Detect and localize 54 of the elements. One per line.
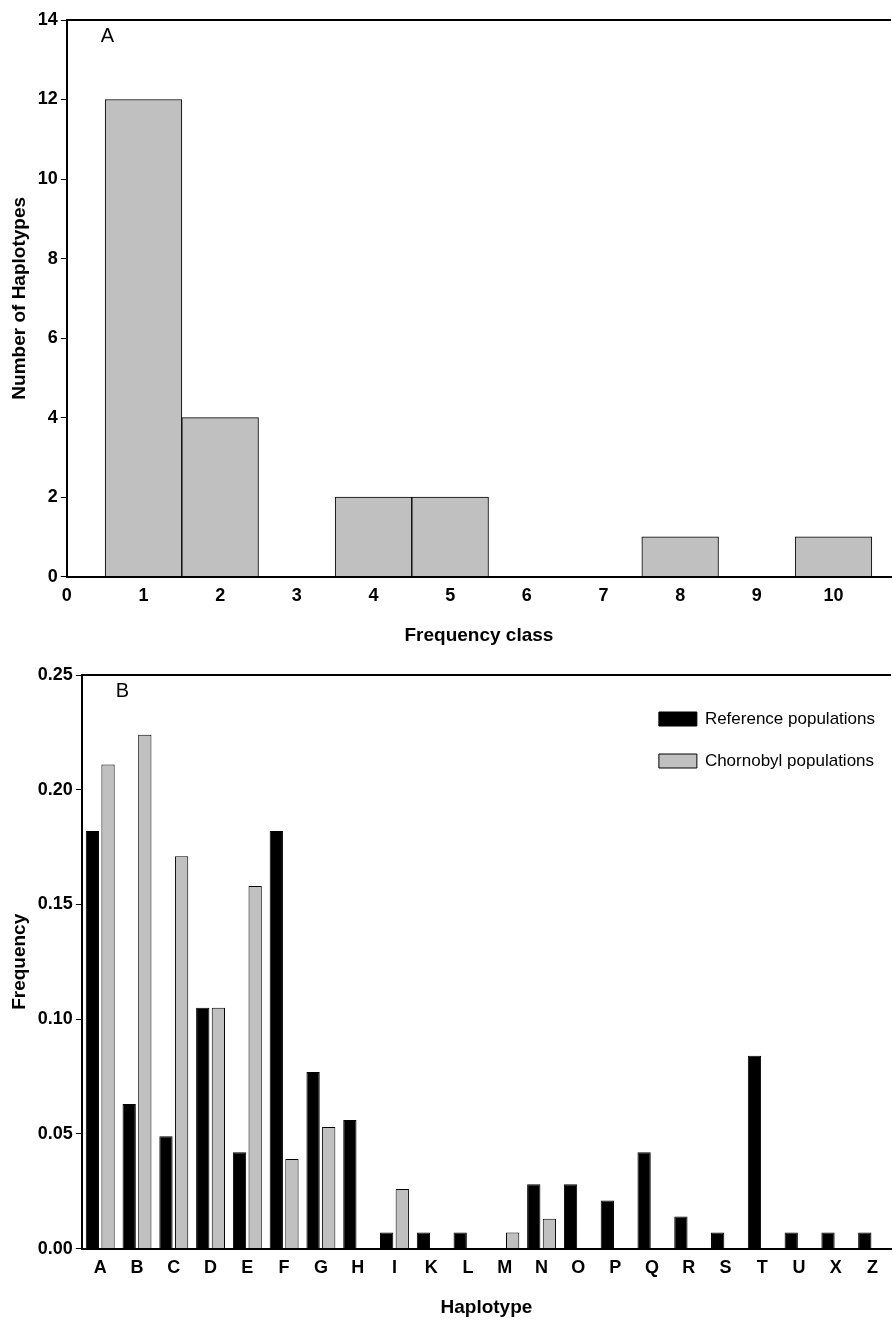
x-tick-label: 2 xyxy=(215,585,226,606)
x-tick-label: A xyxy=(93,1257,107,1278)
x-tick-label: X xyxy=(829,1257,842,1278)
y-tick-label: 0.25 xyxy=(37,663,73,684)
x-tick-label: M xyxy=(497,1257,513,1278)
y-tick-label: 0.05 xyxy=(37,1122,73,1143)
y-tick-label: 8 xyxy=(47,247,58,268)
y-tick-label: 6 xyxy=(47,327,58,348)
y-tick-label: 2 xyxy=(47,486,58,507)
x-tick-label: 10 xyxy=(823,585,844,606)
x-tick-label: L xyxy=(462,1257,474,1278)
x-tick-label: 8 xyxy=(675,585,686,606)
x-tick-label: K xyxy=(424,1257,438,1278)
x-tick-label: Z xyxy=(867,1257,879,1278)
legend-label: Chornobyl populations xyxy=(704,750,875,770)
x-tick-label: U xyxy=(792,1257,806,1278)
annotation: B xyxy=(115,678,130,701)
x-tick-label: H xyxy=(351,1257,365,1278)
x-tick-label: T xyxy=(756,1257,768,1278)
x-tick-label: B xyxy=(130,1257,144,1278)
y-tick-label: 4 xyxy=(47,406,58,427)
y-tick-label: 0.00 xyxy=(37,1237,73,1258)
x-axis-title: Frequency class xyxy=(404,623,554,645)
y-tick-label: 0 xyxy=(47,565,58,586)
x-tick-label: G xyxy=(313,1257,328,1278)
x-tick-label: 3 xyxy=(291,585,302,606)
y-tick-label: 14 xyxy=(37,8,58,29)
x-tick-label: 1 xyxy=(138,585,149,606)
x-tick-label: F xyxy=(278,1257,290,1278)
x-tick-label: 5 xyxy=(445,585,456,606)
x-tick-label: N xyxy=(535,1257,549,1278)
x-tick-label: O xyxy=(571,1257,586,1278)
x-tick-label: S xyxy=(719,1257,732,1278)
x-tick-label: 9 xyxy=(751,585,762,606)
x-tick-label: R xyxy=(682,1257,696,1278)
x-tick-label: E xyxy=(241,1257,254,1278)
annotation: A xyxy=(100,23,115,46)
y-axis-title: Number of Haplotypes xyxy=(7,196,29,400)
x-tick-label: P xyxy=(609,1257,622,1278)
x-tick-label: C xyxy=(167,1257,181,1278)
x-tick-label: Q xyxy=(644,1257,659,1278)
y-tick-label: 0.10 xyxy=(37,1008,73,1029)
x-tick-label: 4 xyxy=(368,585,379,606)
x-tick-label: 6 xyxy=(521,585,532,606)
y-tick-label: 0.15 xyxy=(37,893,73,914)
y-axis-title: Frequency xyxy=(7,913,29,1010)
y-tick-label: 12 xyxy=(37,88,58,109)
legend-label: Reference populations xyxy=(704,708,876,728)
y-tick-label: 10 xyxy=(37,168,58,188)
x-axis-title: Haplotype xyxy=(440,1295,533,1317)
x-tick-label: D xyxy=(204,1257,218,1278)
x-tick-label: 7 xyxy=(598,585,609,606)
x-tick-label: I xyxy=(391,1257,397,1278)
y-tick-label: 0.20 xyxy=(37,778,73,799)
